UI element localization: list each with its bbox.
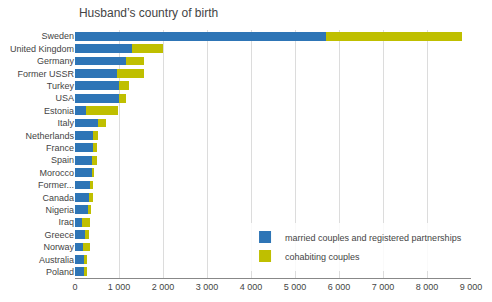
svg-text:5 000: 5 000 [284, 282, 307, 292]
svg-text:Germany: Germany [37, 56, 75, 66]
svg-text:Canada: Canada [42, 193, 74, 203]
svg-text:0: 0 [72, 282, 77, 292]
svg-text:3 000: 3 000 [196, 282, 219, 292]
svg-text:Former...: Former... [38, 180, 74, 190]
svg-text:7 000: 7 000 [372, 282, 395, 292]
svg-text:France: France [46, 143, 74, 153]
svg-text:married couples and registered: married couples and registered partnersh… [285, 233, 462, 243]
svg-text:Morocco: Morocco [39, 168, 74, 178]
svg-text:Netherlands: Netherlands [25, 131, 74, 141]
svg-text:Sweden: Sweden [41, 31, 74, 41]
svg-text:6 000: 6 000 [328, 282, 351, 292]
svg-text:Poland: Poland [46, 267, 74, 277]
svg-text:Iraq: Iraq [58, 217, 74, 227]
svg-text:8 000: 8 000 [416, 282, 439, 292]
svg-text:Greece: Greece [44, 230, 74, 240]
svg-text:1 000: 1 000 [108, 282, 131, 292]
svg-text:Spain: Spain [51, 155, 74, 165]
svg-text:United Kingdom: United Kingdom [10, 44, 74, 54]
svg-text:Turkey: Turkey [47, 81, 75, 91]
svg-text:Husband’s country of birth: Husband’s country of birth [79, 6, 218, 20]
svg-text:2 000: 2 000 [152, 282, 175, 292]
svg-text:Italy: Italy [57, 118, 74, 128]
svg-text:Former USSR: Former USSR [17, 69, 74, 79]
svg-text:4 000: 4 000 [240, 282, 263, 292]
svg-text:Australia: Australia [39, 255, 74, 265]
svg-text:Norway: Norway [43, 242, 74, 252]
svg-text:9 000: 9 000 [460, 282, 483, 292]
svg-text:USA: USA [55, 93, 74, 103]
svg-text:Estonia: Estonia [44, 106, 74, 116]
svg-text:Nigeria: Nigeria [45, 205, 74, 215]
svg-text:cohabiting couples: cohabiting couples [285, 252, 360, 262]
